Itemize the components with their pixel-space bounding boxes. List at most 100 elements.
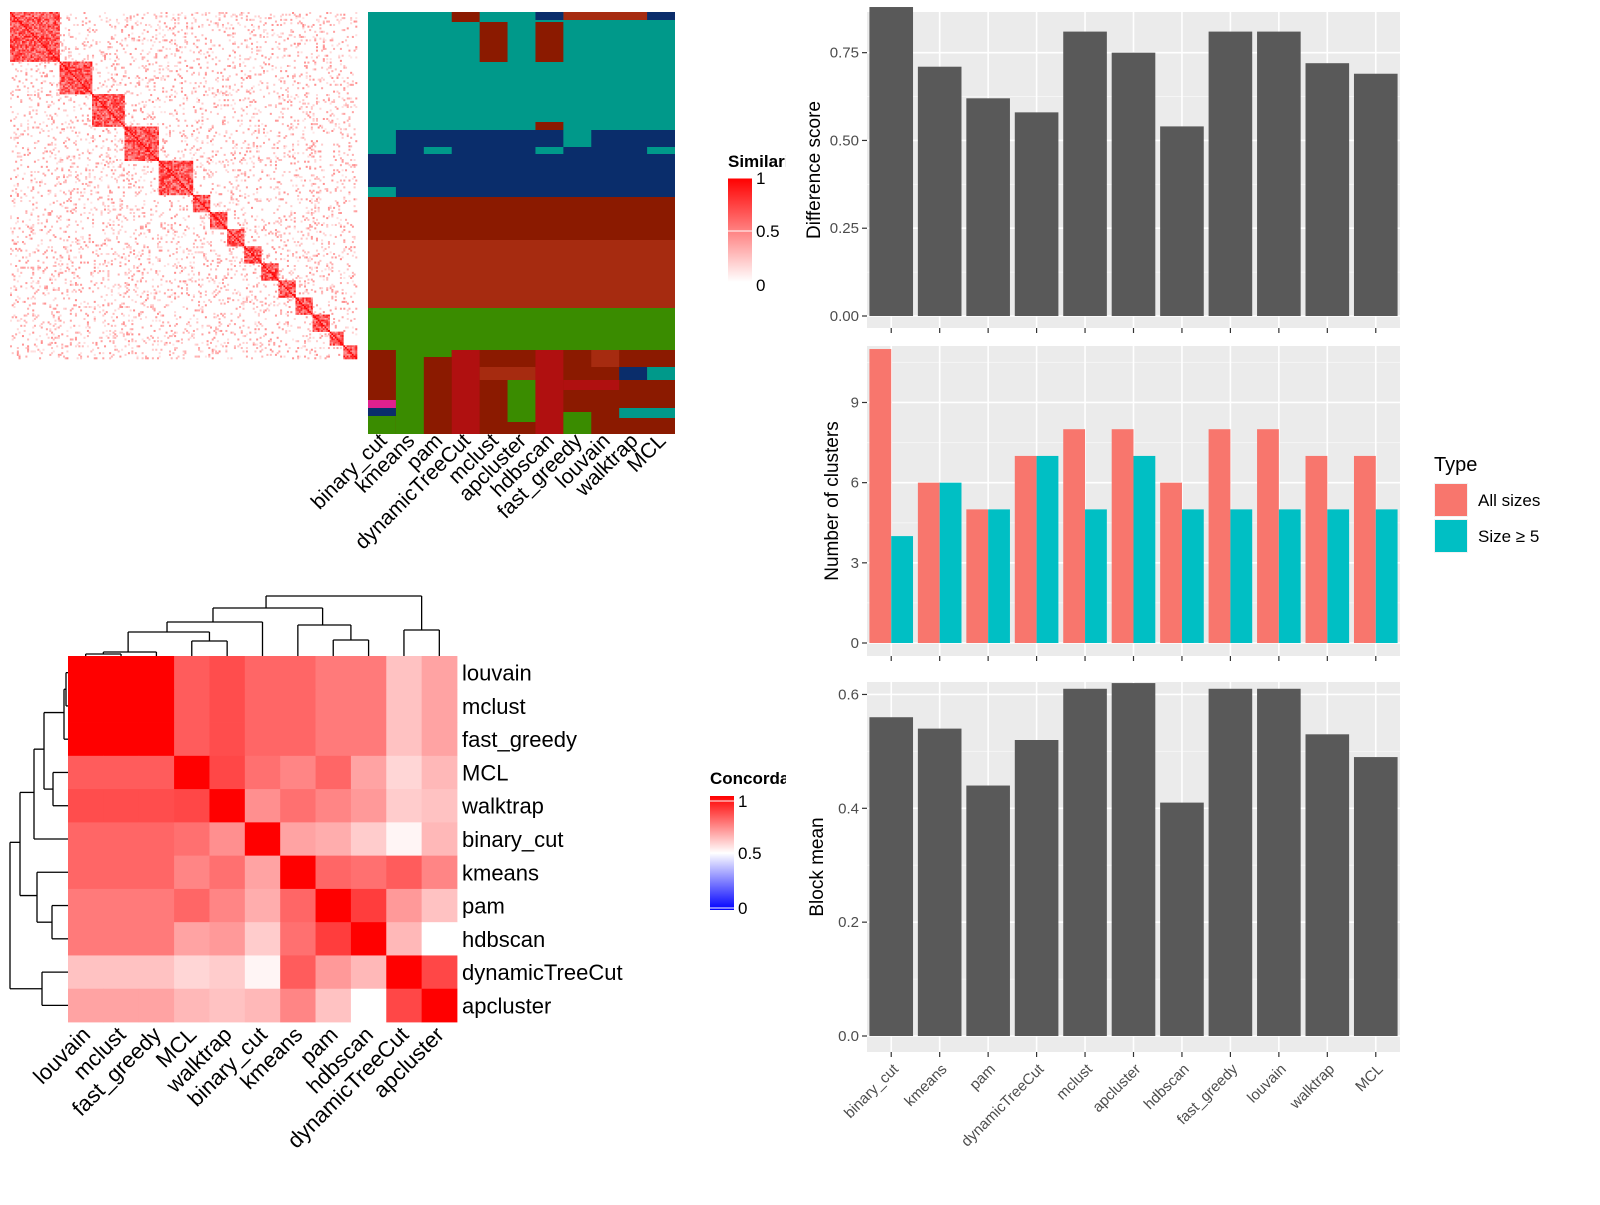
similarity-cell (184, 188, 187, 191)
similarity-cell (204, 203, 207, 206)
similarity-cell (293, 13, 296, 16)
similarity-cell (191, 133, 194, 136)
similarity-cell (74, 92, 77, 95)
similarity-cell (172, 32, 175, 35)
similarity-cell (93, 107, 96, 110)
similarity-cell (286, 124, 289, 127)
similarity-cell (148, 129, 151, 132)
similarity-cell (110, 114, 113, 117)
similarity-cell (122, 126, 125, 129)
similarity-cell (175, 170, 178, 173)
similarity-cell (11, 46, 14, 49)
similarity-cell (62, 191, 65, 194)
similarity-cell (203, 198, 206, 201)
similarity-cell (145, 135, 148, 138)
similarity-cell (64, 75, 67, 78)
similarity-cell (191, 147, 194, 150)
similarity-cell (174, 109, 177, 112)
similarity-cell (71, 76, 74, 79)
similarity-cell (134, 129, 137, 132)
similarity-cell (334, 15, 337, 18)
similarity-cell (105, 53, 108, 56)
similarity-cell (251, 206, 254, 209)
similarity-cell (13, 37, 16, 40)
similarity-cell (274, 167, 277, 170)
similarity-cell (61, 128, 64, 131)
similarity-cell (95, 42, 98, 45)
similarity-cell (76, 47, 79, 50)
similarity-cell (256, 147, 259, 150)
similarity-cell (32, 35, 35, 38)
similarity-cell (216, 184, 219, 187)
similarity-cell (37, 126, 40, 129)
similarity-cell (288, 34, 291, 37)
similarity-cell (221, 121, 224, 124)
similarity-cell (155, 99, 158, 102)
similarity-cell (124, 143, 127, 146)
similarity-cell (204, 194, 207, 197)
similarity-cell (180, 167, 183, 170)
similarity-cell (208, 176, 211, 179)
similarity-cell (122, 191, 125, 194)
similarity-cell (341, 97, 344, 100)
similarity-cell (121, 102, 124, 105)
similarity-cell (95, 145, 98, 148)
similarity-cell (151, 140, 154, 143)
similarity-cell (297, 140, 300, 143)
similarity-cell (184, 189, 187, 192)
similarity-cell (153, 143, 156, 146)
similarity-cell (174, 169, 177, 172)
similarity-cell (90, 61, 93, 64)
similarity-cell (215, 191, 218, 194)
similarity-cell (163, 184, 166, 187)
similarity-cell (343, 152, 346, 155)
similarity-cell (160, 12, 163, 15)
similarity-cell (124, 135, 127, 138)
similarity-cell (52, 102, 55, 105)
similarity-cell (54, 32, 57, 35)
similarity-cell (100, 102, 103, 105)
similarity-cell (198, 196, 201, 199)
similarity-cell (20, 30, 23, 33)
similarity-cell (165, 95, 168, 98)
similarity-cell (139, 131, 142, 134)
similarity-cell (10, 15, 13, 18)
similarity-cell (136, 140, 139, 143)
similarity-cell (42, 37, 45, 40)
similarity-cell (21, 46, 24, 49)
similarity-cell (274, 104, 277, 107)
similarity-cell (92, 117, 95, 120)
similarity-cell (86, 80, 89, 83)
similarity-cell (268, 17, 271, 20)
similarity-cell (76, 73, 79, 76)
similarity-cell (57, 35, 60, 38)
similarity-cell (64, 206, 67, 209)
similarity-cell (245, 147, 248, 150)
similarity-cell (88, 159, 91, 162)
similarity-cell (51, 13, 54, 16)
similarity-cell (177, 186, 180, 189)
similarity-cell (191, 200, 194, 203)
similarity-cell (56, 126, 59, 129)
similarity-cell (309, 12, 312, 15)
similarity-cell (95, 116, 98, 119)
similarity-cell (283, 47, 286, 50)
similarity-cell (334, 83, 337, 86)
similarity-cell (240, 147, 243, 150)
similarity-cell (148, 78, 151, 81)
similarity-cell (302, 119, 305, 122)
similarity-cell (240, 194, 243, 197)
similarity-cell (92, 100, 95, 103)
similarity-cell (262, 71, 265, 74)
similarity-cell (237, 184, 240, 187)
similarity-cell (247, 58, 250, 61)
similarity-cell (62, 85, 65, 88)
similarity-cell (119, 83, 122, 86)
similarity-cell (298, 20, 301, 23)
similarity-cell (225, 27, 228, 30)
similarity-cell (102, 102, 105, 105)
similarity-cell (223, 119, 226, 122)
similarity-cell (180, 51, 183, 54)
similarity-cell (346, 82, 349, 85)
similarity-cell (27, 147, 30, 150)
